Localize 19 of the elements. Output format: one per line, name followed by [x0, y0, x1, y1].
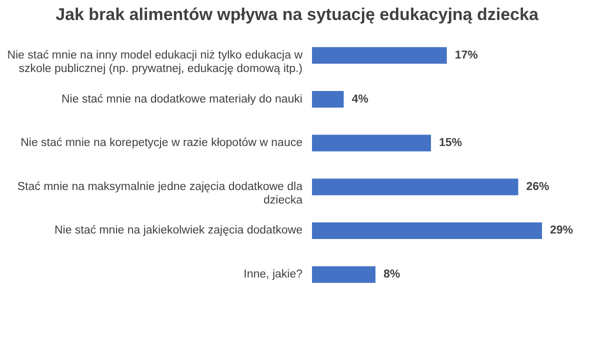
chart-title: Jak brak alimentów wpływa na sytuację edukacyjną dziecka — [56, 5, 539, 24]
bar — [312, 178, 518, 196]
bar — [312, 222, 542, 240]
data-label: 15% — [438, 137, 462, 150]
y-tick-label: Nie stać mnie na inny model edukacji niż tylko edukacja w szkole publicznej (np. prywatnej, edukację domową itp.) — [7, 49, 304, 75]
bar — [312, 47, 447, 64]
data-label: 29% — [550, 224, 574, 237]
data-label: 4% — [352, 93, 368, 106]
data-label: 17% — [454, 49, 478, 62]
bar — [312, 134, 431, 152]
y-tick-label: Inne, jakie? — [244, 268, 302, 281]
data-label: 26% — [526, 180, 550, 193]
y-tick-label: Stać mnie na maksymalnie jedne zajęcia dodatkowe dla dziecka — [17, 180, 304, 206]
y-tick-label: Nie stać mnie na korepetycje w razie kłopotów w nauce — [20, 137, 302, 150]
data-label: 8% — [383, 268, 400, 281]
bar — [312, 266, 376, 283]
y-tick-label: Nie stać mnie na dodatkowe materiały do nauki — [62, 93, 302, 106]
bar — [312, 90, 344, 108]
y-tick-label: Nie stać mnie na jakiekolwiek zajęcia dodatkowe — [54, 224, 302, 237]
